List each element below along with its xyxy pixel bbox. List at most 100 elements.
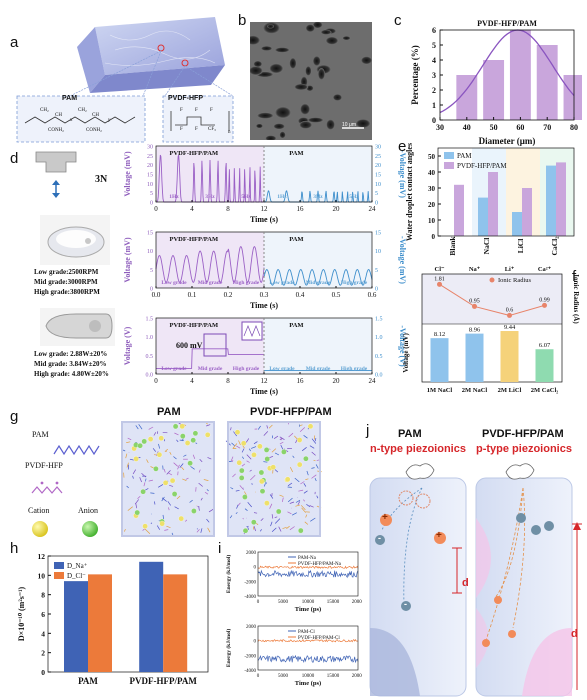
cation-sphere bbox=[133, 456, 139, 462]
x-tick-label: 80 bbox=[570, 123, 578, 132]
x-tick-label: NaCl bbox=[482, 238, 491, 255]
sem-pore bbox=[325, 36, 339, 45]
panel-label-f: f bbox=[572, 268, 577, 285]
polymer-segment bbox=[278, 526, 282, 532]
left-region-label: PVDF-HFP/PAM bbox=[169, 150, 218, 157]
cation-sphere bbox=[251, 452, 257, 458]
x-tick-label: 0 bbox=[154, 377, 158, 385]
polymer-segment bbox=[232, 473, 236, 478]
polymer-segment bbox=[279, 494, 284, 497]
zoom-inset-trace bbox=[243, 325, 261, 337]
ion-label: Na⁺ bbox=[469, 266, 481, 273]
ion-label: Ca²⁺ bbox=[538, 266, 552, 273]
sem-scalebar-label: 10 μm bbox=[342, 122, 356, 128]
sem-pore bbox=[274, 106, 292, 119]
y-right-tick-label: 30 bbox=[375, 145, 381, 151]
x-tick-label: 0.3 bbox=[260, 291, 269, 299]
polymer-segment bbox=[179, 463, 184, 468]
anion-sphere bbox=[190, 437, 196, 443]
x-tick-label: 0.4 bbox=[296, 291, 305, 299]
y-tick-label: 0 bbox=[432, 233, 436, 241]
polymer-segment bbox=[271, 527, 277, 532]
x-tick-label: 8 bbox=[226, 205, 230, 213]
polymer-segment bbox=[315, 464, 319, 469]
polymer-segment bbox=[310, 517, 316, 522]
polymer-segment bbox=[143, 482, 146, 487]
cation-sphere bbox=[162, 480, 169, 486]
y-tick-label: 6 bbox=[41, 610, 45, 619]
anion-sphere bbox=[264, 456, 270, 462]
cation-sphere bbox=[259, 478, 265, 485]
y-axis-label: Energy (kJ/mol) bbox=[225, 629, 232, 668]
x-tick-label: PVDF-HFP/PAM bbox=[130, 676, 198, 686]
x-axis-label: Time (s) bbox=[250, 301, 278, 310]
y-tick-label: 10 bbox=[147, 249, 153, 255]
y-tick-label: 20 bbox=[147, 163, 153, 169]
cation-sphere bbox=[257, 443, 263, 450]
polymer-segment bbox=[161, 496, 165, 502]
panel-label-j: j bbox=[366, 422, 370, 439]
polymer-segment bbox=[301, 447, 307, 452]
sem-pore bbox=[342, 36, 351, 41]
x-tick-label: 4 bbox=[190, 205, 194, 213]
anion-sphere bbox=[180, 433, 186, 439]
polymer-segment bbox=[129, 458, 134, 461]
cation-sphere bbox=[179, 423, 185, 430]
y-axis-label: Water droplet contact angles bbox=[405, 143, 414, 241]
diffusion-bar bbox=[139, 561, 164, 672]
ionic-radius-point bbox=[507, 312, 512, 318]
polymer-segment bbox=[282, 526, 287, 529]
pvdf-atom-5: F bbox=[195, 127, 198, 132]
polymer-segment bbox=[292, 455, 295, 459]
pvdf-structure-label: PVDF-HFP bbox=[168, 95, 203, 102]
polymer-segment bbox=[174, 506, 179, 510]
polymer-segment bbox=[238, 440, 241, 446]
voltage-bar bbox=[500, 331, 519, 382]
polymer-segment bbox=[287, 511, 292, 515]
cation-sphere bbox=[234, 429, 241, 435]
sem-pore bbox=[360, 56, 372, 65]
y-tick-label: 0 bbox=[254, 566, 257, 571]
press-fixture-icon bbox=[35, 151, 77, 198]
y-right-tick-label: 0 bbox=[375, 287, 378, 293]
polymer-segment bbox=[242, 517, 244, 520]
pam-group-2: CH bbox=[55, 113, 62, 118]
md-box-background bbox=[122, 422, 214, 536]
piezo-title-pam: PAM bbox=[398, 428, 422, 440]
y-right-tick-label: 0.5 bbox=[375, 354, 383, 360]
polymer-segment bbox=[297, 501, 301, 506]
polymer-segment bbox=[169, 451, 172, 455]
polymer-segment bbox=[294, 477, 300, 483]
y-tick-label: 0 bbox=[150, 201, 153, 207]
polymer-segment bbox=[132, 475, 134, 479]
x-axis-label: Diameter (μm) bbox=[479, 136, 536, 146]
polymer-segment bbox=[158, 443, 160, 449]
polymer-segment bbox=[260, 518, 264, 522]
anion-sphere bbox=[259, 488, 266, 494]
polymer-segment bbox=[279, 436, 285, 440]
polymer-segment bbox=[235, 489, 240, 492]
pvdf-atom-1: F bbox=[180, 108, 183, 113]
legend-label: PVDF-HFP/PAM-Cl bbox=[298, 636, 340, 641]
x-tick-label: 2M CaCl₂ bbox=[531, 387, 558, 394]
panel-label-b: b bbox=[238, 12, 247, 29]
voltage-bar bbox=[465, 333, 484, 382]
polymer-segment bbox=[137, 496, 141, 499]
legend-pvdf: PVDF-HFP bbox=[25, 461, 63, 470]
cation-sphere bbox=[284, 476, 291, 483]
polymer-segment bbox=[248, 448, 251, 452]
polymer-segment bbox=[156, 525, 161, 530]
anion-sphere bbox=[192, 430, 199, 437]
polymer-segment bbox=[162, 431, 168, 434]
polymer-segment bbox=[247, 526, 249, 530]
polymer-segment bbox=[198, 469, 201, 473]
anion-sphere bbox=[238, 475, 245, 481]
x-tick-label: PAM bbox=[78, 676, 98, 686]
ionic-radius-value: 0.99 bbox=[539, 297, 550, 303]
anion-sphere bbox=[239, 467, 245, 474]
polymer-segment bbox=[246, 454, 252, 460]
polymer-segment bbox=[269, 494, 274, 499]
y-right-tick-label: 5 bbox=[375, 268, 378, 274]
